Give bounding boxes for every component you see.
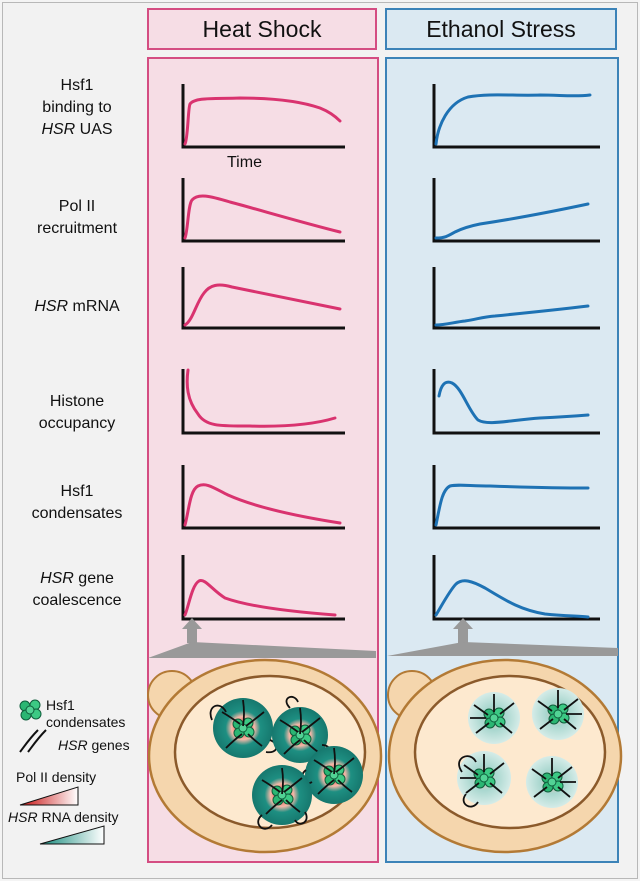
row-label-line: Histone <box>49 393 105 410</box>
gene-italic: HSR <box>40 570 74 587</box>
legend-gene-icon <box>19 729 47 753</box>
heat-shock-title: Heat Shock <box>202 15 322 42</box>
row-label-line: binding to <box>42 99 112 116</box>
legend-rna-gradient <box>39 825 105 845</box>
eth-condensate-2 <box>532 688 584 740</box>
heat-shock-header: Heat Shock <box>147 8 377 50</box>
curve-hsf1-binding-heat <box>183 96 342 146</box>
legend-line: condensates <box>46 714 126 730</box>
heat-arrow <box>148 618 376 658</box>
row-label-rest: UAS <box>75 121 113 138</box>
legend-rest: genes <box>87 737 130 753</box>
row-label-line: occupancy <box>38 415 116 432</box>
axis-coalescence-eth <box>432 555 600 621</box>
row-label-line: Hsf1 <box>60 483 94 500</box>
legend-pol2-label: Pol II density <box>16 769 97 785</box>
curve-mrna-eth <box>434 304 590 327</box>
legend-pol2-gradient <box>19 786 79 806</box>
legend-condensate-icon <box>19 699 42 721</box>
curve-coalescence-heat <box>183 579 337 617</box>
legend-line: Hsf1 <box>46 697 75 713</box>
curve-histone-heat <box>185 368 337 428</box>
curve-histone-eth <box>437 380 590 425</box>
heat-condensate-1 <box>209 698 278 758</box>
legend-condensates-label: Hsf1 condensates <box>46 697 125 731</box>
curve-coalescence-eth <box>434 579 590 619</box>
axis-histone-heat <box>181 369 345 435</box>
axis-mrna-eth <box>432 267 600 330</box>
axis-histone-eth <box>432 369 600 435</box>
row-label-line: HSR mRNA <box>8 296 146 318</box>
curve-condensates-heat <box>183 483 342 527</box>
time-axis-label: Time <box>227 154 262 171</box>
axis-condensates-eth <box>432 465 600 530</box>
eth-condensate-4 <box>526 756 578 808</box>
eth-condensate-1 <box>468 692 520 744</box>
row-label-rest: gene <box>73 570 114 587</box>
row-label-line: Hsf1 <box>60 77 94 94</box>
curve-condensates-eth <box>434 483 590 527</box>
gene-italic: HSR <box>34 298 69 315</box>
row-label-histone-occupancy: Histone occupancy <box>8 391 146 435</box>
eth-condensate-3 <box>457 751 511 808</box>
heat-condensate-3 <box>300 746 363 804</box>
heat-condensate-4 <box>252 765 312 830</box>
axis-pol2-eth <box>432 178 600 243</box>
axis-mrna-heat <box>181 267 345 330</box>
row-label-line: coalescence <box>32 592 122 609</box>
heat-condensate-2 <box>272 695 332 763</box>
legend-rest: RNA density <box>37 809 119 825</box>
ethanol-stress-cell <box>387 658 623 854</box>
legend-genes-label: HSR genes <box>58 737 130 754</box>
gene-italic: HSR <box>41 121 76 138</box>
row-label-hsf1-condensates: Hsf1 condensates <box>8 481 146 525</box>
ethanol-stress-title: Ethanol Stress <box>426 15 576 42</box>
curve-pol2-heat <box>183 194 342 240</box>
row-label-line: HSR gene <box>8 568 146 590</box>
axis-coalescence-heat <box>181 555 345 621</box>
row-label-hsf1-binding: Hsf1 binding to HSR UAS <box>8 75 146 141</box>
row-label-rest: mRNA <box>68 298 120 315</box>
gene-italic: HSR <box>8 809 38 825</box>
axis-condensates-heat <box>181 465 345 530</box>
axis-hsf1-binding-eth <box>432 84 600 149</box>
curve-mrna-heat <box>183 283 342 327</box>
legend-rna-label: HSR RNA density <box>8 809 119 826</box>
axis-hsf1-binding-heat <box>181 84 345 149</box>
ethanol-arrow <box>387 618 618 656</box>
axis-pol2-heat <box>181 178 345 243</box>
gene-italic: HSR <box>58 737 88 753</box>
row-label-hsr-mrna: HSR mRNA <box>8 296 146 318</box>
curve-hsf1-binding-eth <box>434 93 592 146</box>
ethanol-stress-header: Ethanol Stress <box>385 8 617 50</box>
ethanol-axes <box>432 84 600 621</box>
row-label-line: recruitment <box>36 220 118 237</box>
curve-pol2-eth <box>434 202 590 240</box>
row-label-line: condensates <box>31 505 123 522</box>
row-label-hsr-coalescence: HSR gene coalescence <box>8 568 146 612</box>
row-label-line: HSR UAS <box>8 119 146 141</box>
heat-shock-cell <box>147 658 383 854</box>
heat-axes <box>181 84 345 621</box>
row-label-line: Pol II <box>58 198 96 215</box>
row-label-pol2-recruitment: Pol II recruitment <box>8 196 146 240</box>
